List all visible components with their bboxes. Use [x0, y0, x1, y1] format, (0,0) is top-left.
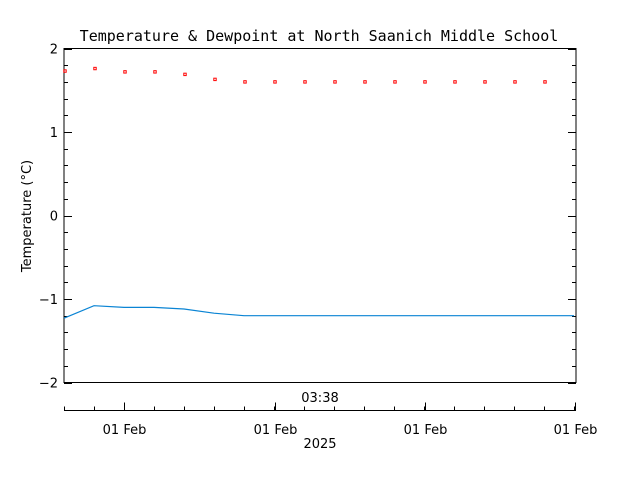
y-axis-tick-labels: −2 −1 0 1 2	[39, 43, 58, 392]
x-tick-label: 01 Feb	[103, 423, 147, 438]
series-point	[93, 66, 97, 71]
y-tick-label: −1	[39, 293, 58, 308]
series-point	[183, 72, 187, 77]
series-layer	[63, 66, 574, 319]
series-point	[63, 69, 67, 73]
series-point	[123, 70, 127, 74]
plot-frame	[63, 48, 577, 383]
y-tick-label: 2	[50, 43, 58, 58]
series-line	[63, 305, 574, 319]
x-tick-label: 01 Feb	[554, 423, 598, 438]
y-tick-label: 0	[50, 210, 58, 225]
series-point	[363, 80, 367, 84]
series-point	[153, 70, 157, 74]
y-axis-label: Temperature (°C)	[20, 160, 35, 273]
x-axis-ticks	[64, 402, 576, 411]
series-point	[543, 80, 547, 84]
x-tick-label: 01 Feb	[404, 423, 448, 438]
x-tick-label: 01 Feb	[254, 423, 298, 438]
series-point	[213, 77, 217, 82]
time-label: 03:38	[301, 391, 338, 406]
series-point	[453, 80, 457, 84]
series-point	[483, 80, 487, 84]
series-point	[333, 80, 337, 84]
series-point	[273, 80, 277, 84]
series-point	[513, 80, 517, 84]
series-point	[303, 80, 307, 84]
series-point	[393, 80, 397, 84]
y-tick-label: −2	[39, 377, 58, 392]
y-tick-label: 1	[50, 126, 58, 141]
series-point	[243, 80, 247, 84]
chart-title: Temperature & Dewpoint at North Saanich …	[80, 27, 559, 45]
series-point	[423, 80, 427, 84]
y-axis-ticks	[64, 49, 576, 384]
x-year-label: 2025	[303, 437, 336, 452]
x-axis-tick-labels: 01 Feb 01 Feb 01 Feb 01 Feb	[103, 423, 598, 438]
